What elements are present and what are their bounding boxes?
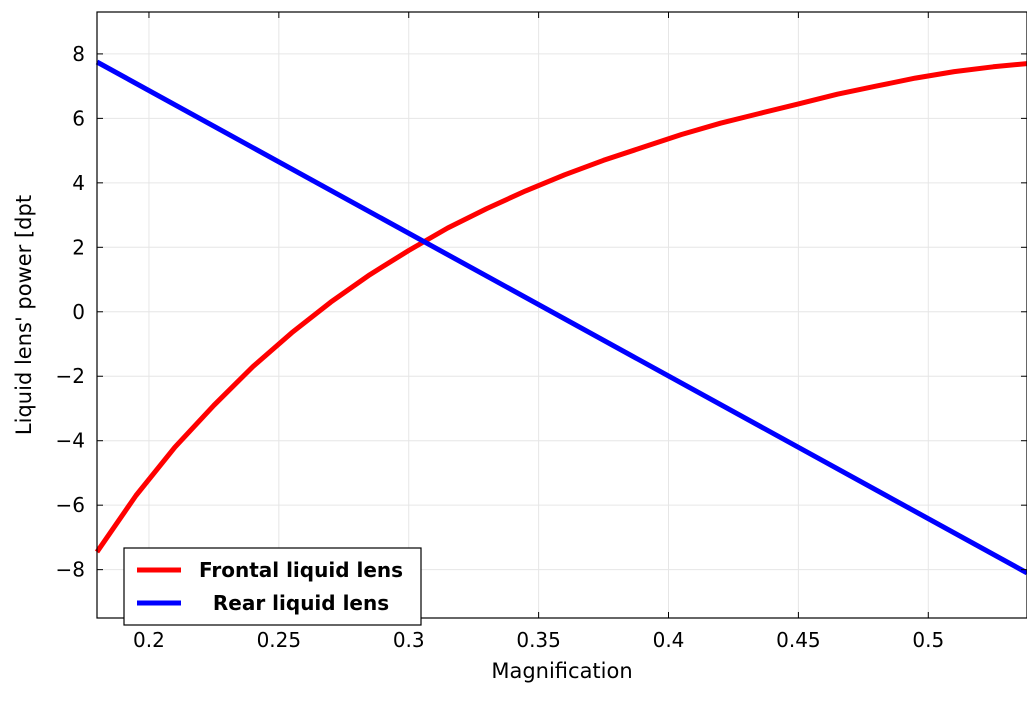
legend-box [123,547,422,626]
y-tick-label: 4 [72,171,85,195]
y-tick-label: −4 [56,429,85,453]
y-tick-label: 2 [72,235,85,259]
y-tick-label: 8 [72,42,85,66]
x-axis-ticks: 0.2 0.25 0.3 0.35 0.4 0.45 0.5 [133,12,944,652]
x-tick-label: 0.25 [257,628,302,652]
legend-label-rear: Rear liquid lens [213,591,389,615]
x-tick-label: 0.45 [776,628,821,652]
x-tick-label: 0.3 [393,628,425,652]
x-tick-label: 0.4 [653,628,685,652]
y-axis-title: Liquid lens' power [dpt [12,195,36,435]
y-tick-label: −2 [56,364,85,388]
x-tick-label: 0.5 [912,628,944,652]
y-tick-label: −6 [56,493,85,517]
y-tick-label: 0 [72,300,85,324]
legend-label-frontal: Frontal liquid lens [199,558,403,582]
x-tick-label: 0.2 [133,628,165,652]
grid [97,12,1027,618]
legend: Frontal liquid lens Rear liquid lens [123,547,422,626]
series-lines [94,59,1027,576]
x-axis-title: Magnification [491,659,632,683]
series-line-rear [95,59,1027,576]
y-tick-label: −8 [56,558,85,582]
y-tick-label: 6 [72,106,85,130]
x-tick-label: 0.35 [516,628,561,652]
series-line-frontal [94,61,1027,554]
plot-frame [96,11,1027,619]
y-axis-ticks: −8 −6 −4 −2 0 2 4 6 8 [56,42,1027,582]
